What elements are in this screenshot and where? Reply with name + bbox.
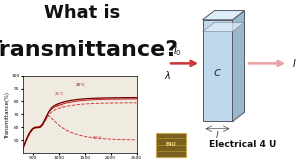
Text: 25°C: 25°C (54, 92, 64, 96)
Text: Transmittance?: Transmittance? (0, 40, 178, 60)
Text: $\lambda$: $\lambda$ (164, 69, 172, 81)
Text: What is: What is (44, 4, 121, 22)
Text: $c$: $c$ (213, 66, 222, 79)
Y-axis label: Transmittance(%): Transmittance(%) (5, 91, 10, 138)
Bar (156, 133, 186, 157)
Polygon shape (202, 20, 232, 121)
Text: Electrical 4 U: Electrical 4 U (209, 140, 277, 149)
Polygon shape (202, 22, 244, 32)
Polygon shape (232, 11, 244, 121)
Text: E4U: E4U (166, 142, 176, 147)
Polygon shape (202, 11, 244, 20)
Text: $I$: $I$ (292, 57, 297, 69)
Text: $I_0$: $I_0$ (173, 45, 182, 58)
Text: 40°C: 40°C (54, 104, 64, 108)
Text: 28°C: 28°C (76, 83, 86, 87)
Text: 90°C: 90°C (93, 136, 103, 140)
Text: $l$: $l$ (215, 129, 220, 140)
